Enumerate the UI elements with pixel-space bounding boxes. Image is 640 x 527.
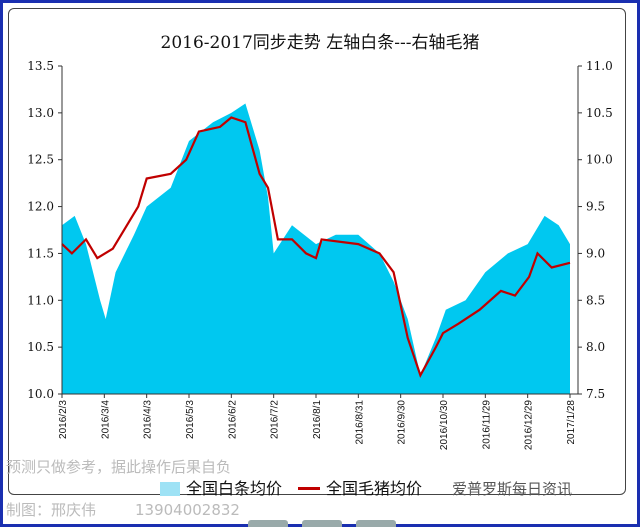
legend-label-area: 全国白条均价 (186, 479, 283, 498)
x-tick-label: 2016/8/31 (354, 400, 365, 445)
legend-label-line: 全国毛猪均价 (326, 479, 423, 498)
x-tick-label: 2016/7/2 (270, 400, 281, 439)
x-tick-label: 2016/5/3 (185, 400, 196, 439)
x-tick-label: 2016/8/1 (312, 400, 323, 439)
author-watermark: 制图：邢庆伟 (6, 501, 97, 519)
x-tick-label: 2016/9/30 (397, 400, 408, 445)
x-tick-label: 2016/6/2 (227, 400, 238, 439)
x-tick-label: 2016/3/4 (100, 400, 111, 439)
brand-watermark: 爱普罗斯每日资讯 (452, 480, 573, 498)
chart-title: 2016-2017同步走势 左轴白条---右轴毛猪 (160, 33, 480, 53)
right-tick-label: 8.5 (586, 293, 605, 307)
x-tick-label: 2017/1/28 (566, 400, 577, 445)
left-tick-label: 13.5 (27, 59, 54, 73)
x-tick-label: 2016/11/29 (481, 400, 492, 450)
left-tick-label: 11.0 (27, 293, 54, 307)
area-series-baitiao (62, 103, 570, 394)
x-tick-label: 2016/12/29 (524, 400, 535, 450)
disclaimer-watermark: 预测只做参考，据此操作后果自负 (6, 458, 232, 476)
chart-border (8, 8, 626, 495)
phone-watermark: 13904002832 (135, 501, 240, 519)
button[interactable] (356, 520, 396, 527)
right-tick-label: 11.0 (586, 59, 613, 73)
line-series-maozhu (61, 116, 571, 379)
right-tick-label: 9.0 (586, 246, 605, 260)
right-tick-label: 8.0 (586, 340, 605, 354)
button[interactable] (248, 520, 288, 527)
left-tick-label: 10.0 (27, 387, 54, 401)
left-tick-label: 10.5 (27, 340, 54, 354)
left-tick-label: 12.0 (27, 200, 54, 214)
x-tick-label: 2016/2/3 (58, 400, 69, 439)
legend-swatch-line (298, 487, 321, 490)
legend-swatch-area (160, 481, 180, 496)
left-tick-label: 12.5 (27, 153, 54, 167)
button[interactable] (302, 520, 342, 527)
left-tick-label: 11.5 (27, 246, 54, 260)
left-tick-label: 13.0 (27, 106, 54, 120)
legend: 全国白条均价 全国毛猪均价 (160, 479, 422, 498)
right-tick-label: 10.0 (586, 153, 613, 167)
x-tick-label: 2016/4/3 (143, 400, 154, 439)
x-tick-label: 2016/10/30 (439, 400, 450, 450)
bottom-buttons (248, 520, 396, 527)
right-tick-label: 9.5 (586, 200, 605, 214)
right-tick-label: 7.5 (586, 387, 605, 401)
right-tick-label: 10.5 (586, 106, 613, 120)
